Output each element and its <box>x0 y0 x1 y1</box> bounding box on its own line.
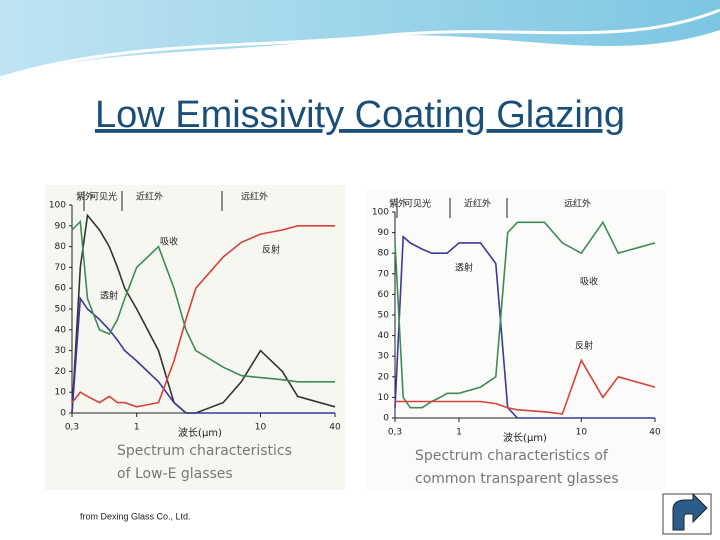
x-tick-label: 10 <box>255 423 267 433</box>
y-tick-label: 10 <box>378 393 390 403</box>
series-label: 反射 <box>575 340 593 352</box>
caption: Spectrum characteristics <box>117 443 292 459</box>
band-label: 可见光 <box>404 198 431 210</box>
series-line <box>71 213 336 414</box>
y-tick-label: 10 <box>55 388 67 398</box>
series-label: 透射 <box>100 290 118 302</box>
series-label: 透射 <box>455 262 473 274</box>
x-axis-label: 波长(μm) <box>503 431 547 444</box>
series-label: 吸收 <box>160 236 178 248</box>
chart-panel <box>45 185 345 490</box>
band-label: 近红外 <box>464 198 491 210</box>
y-tick-label: 60 <box>378 290 390 300</box>
header-wave <box>0 0 720 80</box>
y-tick-label: 40 <box>55 325 67 335</box>
band-label: 远红外 <box>241 191 268 203</box>
slide-title: Low Emissivity Coating Glazing <box>95 94 625 136</box>
x-tick-label: 1 <box>456 428 462 438</box>
y-tick-label: 100 <box>372 208 389 218</box>
y-tick-label: 90 <box>55 221 67 231</box>
y-tick-label: 80 <box>55 242 67 252</box>
x-axis-label: 波长(μm) <box>178 426 222 439</box>
series-line <box>395 358 656 415</box>
y-tick-label: 20 <box>378 372 390 382</box>
y-tick-label: 50 <box>55 305 67 315</box>
series-line <box>71 296 335 414</box>
y-tick-label: 100 <box>49 201 66 211</box>
x-tick-label: 0,3 <box>388 428 402 438</box>
series-line <box>71 225 335 408</box>
series-label: 反射 <box>262 244 280 256</box>
y-tick-label: 0 <box>383 414 389 424</box>
y-tick-label: 70 <box>378 269 390 279</box>
y-tick-label: 40 <box>378 331 390 341</box>
y-tick-label: 90 <box>378 228 390 238</box>
series-line <box>394 235 655 419</box>
x-tick-label: 0,3 <box>65 423 79 433</box>
caption: common transparent glasses <box>415 471 619 487</box>
header-line <box>0 8 720 80</box>
caption: Spectrum characteristics of <box>415 448 609 464</box>
y-tick-label: 60 <box>55 284 67 294</box>
footer: from Dexing Glass Co., Ltd. <box>80 511 191 521</box>
band-label: 近红外 <box>136 191 163 203</box>
y-tick-label: 20 <box>55 367 67 377</box>
series-line <box>71 219 335 383</box>
band-label: 紫外 <box>389 198 407 210</box>
band-label: 紫外 <box>76 191 94 203</box>
x-tick-label: 40 <box>649 428 661 438</box>
y-tick-label: 30 <box>55 346 67 356</box>
chart-panel <box>365 190 665 490</box>
x-tick-label: 40 <box>329 423 341 433</box>
series-line <box>394 220 656 409</box>
y-tick-label: 70 <box>55 263 67 273</box>
y-tick-label: 50 <box>378 311 390 321</box>
series-label: 吸收 <box>580 276 598 288</box>
band-label: 远红外 <box>564 198 591 210</box>
band-label: 可见光 <box>90 191 117 203</box>
x-tick-label: 10 <box>576 428 588 438</box>
y-tick-label: 0 <box>60 409 66 419</box>
return-icon[interactable] <box>662 492 712 535</box>
y-tick-label: 80 <box>378 249 390 259</box>
y-tick-label: 30 <box>378 352 390 362</box>
x-tick-label: 1 <box>134 423 140 433</box>
caption: of Low-E glasses <box>117 466 233 482</box>
